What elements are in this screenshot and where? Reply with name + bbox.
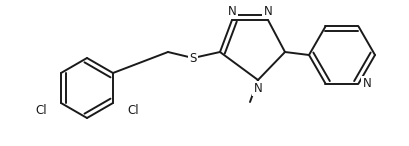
Text: N: N — [263, 5, 272, 18]
Text: N: N — [362, 77, 370, 90]
Text: N: N — [253, 82, 262, 95]
Text: Cl: Cl — [127, 105, 138, 118]
Text: Cl: Cl — [35, 105, 47, 118]
Text: S: S — [189, 52, 196, 65]
Text: N: N — [227, 5, 236, 18]
